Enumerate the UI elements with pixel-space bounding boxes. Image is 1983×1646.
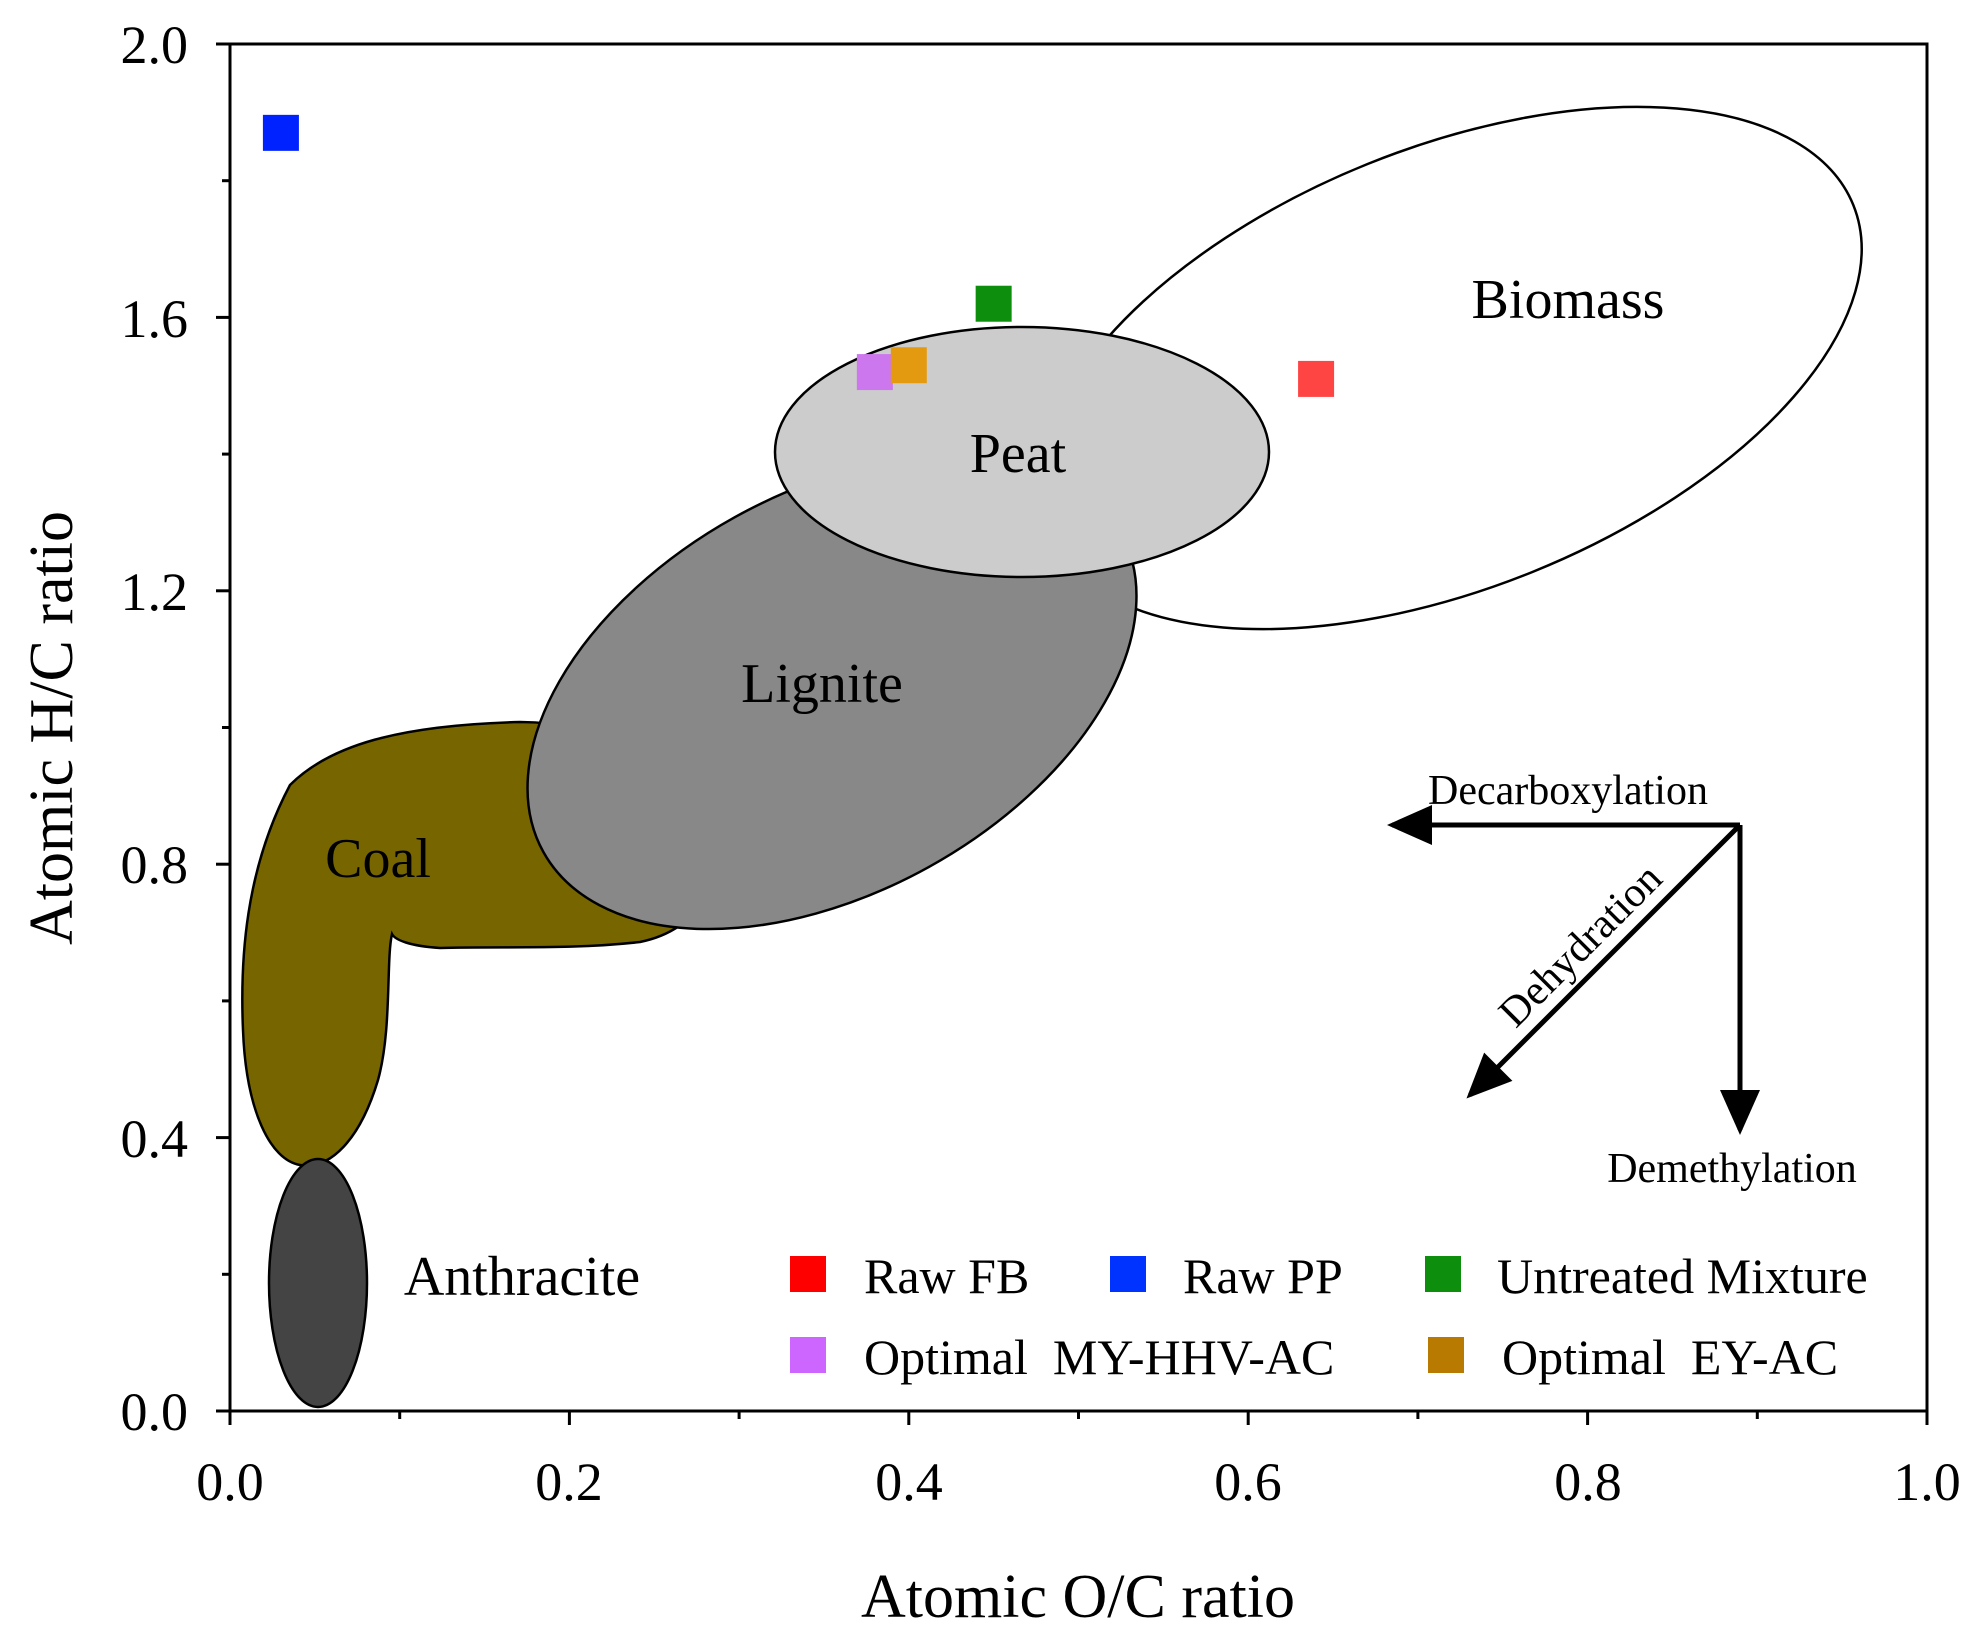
data-point-untreated-mixture: [975, 285, 1012, 322]
legend-swatch-optimal-ey-ac: [1428, 1337, 1464, 1373]
data-markers: [262, 114, 1335, 397]
x-tick-label: 1.0: [1893, 1452, 1961, 1512]
legend-label-optimal-my-hhv-ac: Optimal MY-HHV-AC: [864, 1329, 1334, 1385]
legend: Raw FB Raw PP Untreated Mixture Optimal …: [790, 1248, 1868, 1385]
region-anthracite: [267, 1157, 369, 1409]
y-tick-label: 0.0: [121, 1382, 189, 1442]
y-tick-label: 2.0: [121, 15, 189, 75]
y-tick-label: 1.2: [121, 562, 189, 622]
x-tick-labels: 0.0 0.2 0.4 0.6 0.8 1.0: [196, 1452, 1961, 1512]
data-point-raw-pp: [262, 114, 299, 151]
legend-swatch-untreated-mixture: [1425, 1256, 1461, 1292]
demethylation-label: Demethylation: [1607, 1146, 1857, 1192]
region-label-coal: Coal: [325, 828, 431, 890]
region-label-anthracite: Anthracite: [404, 1246, 640, 1308]
legend-label-raw-fb: Raw FB: [864, 1248, 1029, 1304]
region-label-peat: Peat: [970, 423, 1067, 485]
legend-swatch-raw-fb: [790, 1256, 826, 1292]
axes: 0.0 0.2 0.4 0.6 0.8 1.0 0.0 0.4 0.8 1.2 …: [18, 15, 1961, 1631]
dehydration-arrow: [1466, 823, 1742, 1099]
y-tick-label: 1.6: [121, 289, 189, 349]
x-tick-label: 0.4: [875, 1452, 943, 1512]
decarboxylation-label: Decarboxylation: [1428, 768, 1708, 814]
region-label-biomass: Biomass: [1472, 269, 1665, 331]
legend-swatch-raw-pp: [1110, 1256, 1146, 1292]
legend-label-optimal-ey-ac: Optimal EY-AC: [1502, 1329, 1838, 1385]
x-tick-label: 0.2: [535, 1452, 603, 1512]
legend-label-raw-pp: Raw PP: [1183, 1248, 1343, 1304]
y-tick-label: 0.8: [121, 835, 189, 895]
y-tick-labels: 0.0 0.4 0.8 1.2 1.6 2.0: [121, 15, 189, 1442]
data-point-optimal-ey-ac: [890, 347, 927, 384]
data-point-optimal-my-hhv-ac: [856, 354, 893, 391]
regions-layer: [241, 105, 1863, 1409]
data-point-raw-fb: [1298, 360, 1335, 397]
dehydration-label: Dehydration: [1490, 855, 1671, 1036]
region-peat: [773, 325, 1271, 579]
x-axis-title: Atomic O/C ratio: [861, 1563, 1295, 1631]
legend-label-untreated-mixture: Untreated Mixture: [1497, 1248, 1868, 1304]
region-labels: Biomass Peat Lignite Coal Anthracite: [325, 269, 1664, 1308]
tick-marks: [216, 42, 1929, 1425]
x-tick-label: 0.8: [1554, 1452, 1622, 1512]
region-label-lignite: Lignite: [741, 653, 903, 715]
y-axis-title: Atomic H/C ratio: [18, 511, 86, 945]
x-tick-label: 0.6: [1214, 1452, 1282, 1512]
legend-swatch-optimal-my-hhv-ac: [790, 1337, 826, 1373]
x-tick-label: 0.0: [196, 1452, 264, 1512]
reaction-arrows: Decarboxylation Dehydration Demethylatio…: [1387, 768, 1857, 1192]
y-tick-label: 0.4: [121, 1109, 189, 1169]
